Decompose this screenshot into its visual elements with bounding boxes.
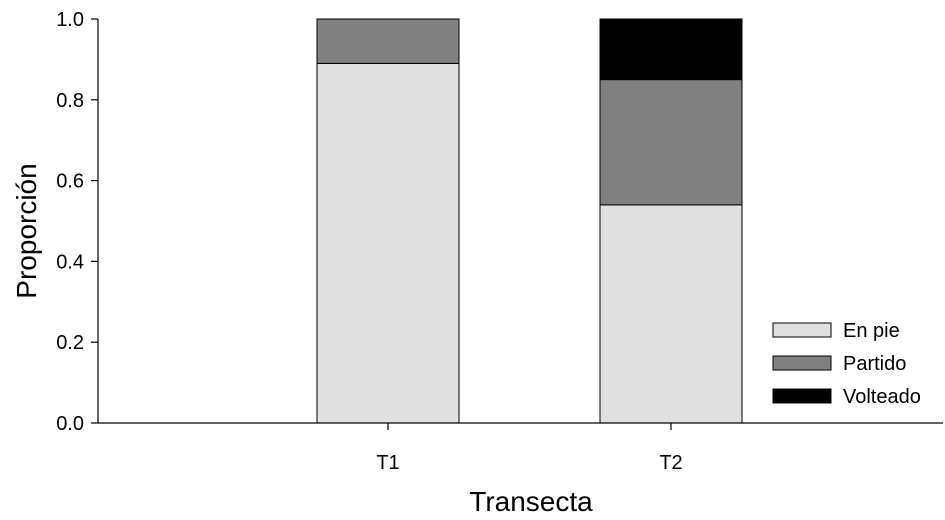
bar-t2-volteado: [599, 18, 743, 81]
x-tick-label: T1: [376, 452, 399, 474]
axes-layer: 0.0 0.2 0.4 0.6 0.8 1.0 T1 T2: [56, 9, 943, 474]
legend-label-en-pie: En pie: [843, 320, 900, 342]
bar-t2-en-pie: [599, 204, 743, 424]
bar-t1-partido: [316, 18, 460, 64]
y-tick-label: 0.8: [56, 90, 84, 112]
bars-layer: [316, 18, 743, 424]
bar-t1-en-pie: [316, 62, 460, 424]
y-tick-label: 0.2: [56, 332, 84, 354]
y-tick-label: 0.6: [56, 171, 84, 193]
y-tick-label: 0.4: [56, 251, 84, 273]
legend-label-partido: Partido: [843, 353, 906, 375]
x-tick-label: T2: [659, 452, 682, 474]
legend: En pie Partido Volteado: [772, 320, 921, 408]
x-axis-title: Transecta: [469, 486, 593, 517]
legend-label-volteado: Volteado: [843, 386, 921, 408]
bar-t2-partido: [599, 79, 743, 206]
legend-swatch-partido: [772, 355, 832, 371]
legend-swatch-en-pie: [772, 322, 832, 338]
legend-swatch-volteado: [772, 388, 832, 404]
y-axis-title: Proporción: [11, 163, 42, 298]
y-tick-label: 0.0: [56, 413, 84, 435]
y-tick-label: 1.0: [56, 9, 84, 31]
